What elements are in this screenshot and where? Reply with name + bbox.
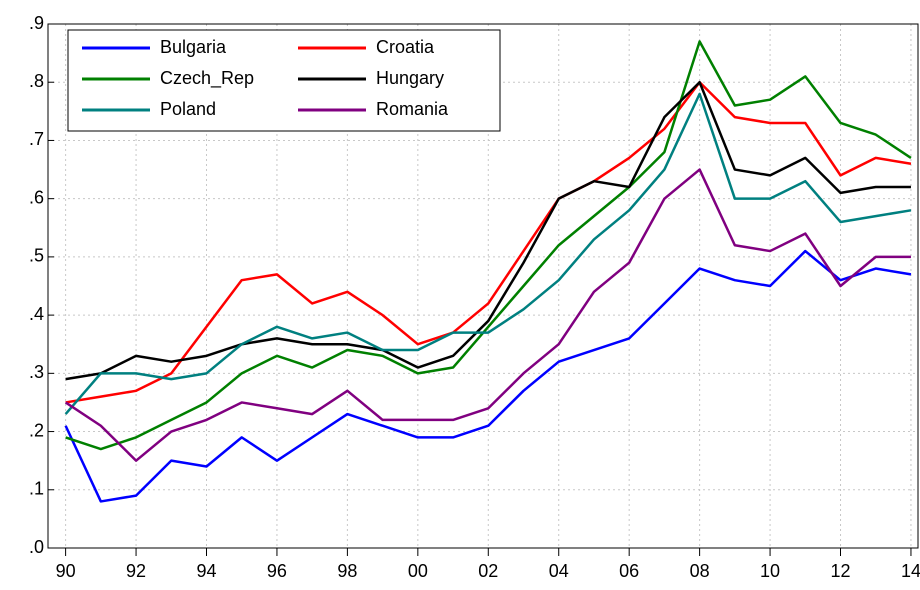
legend-label: Hungary <box>376 68 444 88</box>
legend-label: Romania <box>376 99 449 119</box>
y-tick-label: .6 <box>29 187 44 207</box>
x-tick-label: 00 <box>408 561 428 581</box>
x-tick-label: 02 <box>478 561 498 581</box>
y-tick-label: .4 <box>29 304 44 324</box>
y-tick-label: .8 <box>29 71 44 91</box>
series-line <box>65 80 911 381</box>
y-tick-label: .2 <box>29 420 44 440</box>
y-tick-label: .0 <box>29 537 44 557</box>
x-tick-label: 96 <box>267 561 287 581</box>
series-line <box>65 40 912 451</box>
x-tick-label: 10 <box>760 561 780 581</box>
x-tick-label: 98 <box>337 561 357 581</box>
legend-label: Poland <box>160 99 216 119</box>
plot-frame <box>47 23 919 549</box>
x-tick-label: 14 <box>901 561 920 581</box>
y-tick-label: .9 <box>29 13 44 33</box>
y-tick-label: .5 <box>29 246 44 266</box>
x-tick-label: 04 <box>549 561 569 581</box>
series-line <box>64 249 912 503</box>
series-line <box>65 80 912 404</box>
series-line <box>64 92 912 415</box>
x-tick-label: 94 <box>196 561 216 581</box>
x-tick-label: 90 <box>56 561 76 581</box>
legend-label: Czech_Rep <box>160 68 254 89</box>
series-line <box>64 168 911 462</box>
x-tick-label: 08 <box>690 561 710 581</box>
y-tick-label: .7 <box>29 129 44 149</box>
y-tick-label: .1 <box>29 479 44 499</box>
legend-label: Bulgaria <box>160 37 227 57</box>
legend-label: Croatia <box>376 37 435 57</box>
x-tick-label: 06 <box>619 561 639 581</box>
x-tick-label: 12 <box>830 561 850 581</box>
x-tick-label: 92 <box>126 561 146 581</box>
y-tick-label: .3 <box>29 362 44 382</box>
